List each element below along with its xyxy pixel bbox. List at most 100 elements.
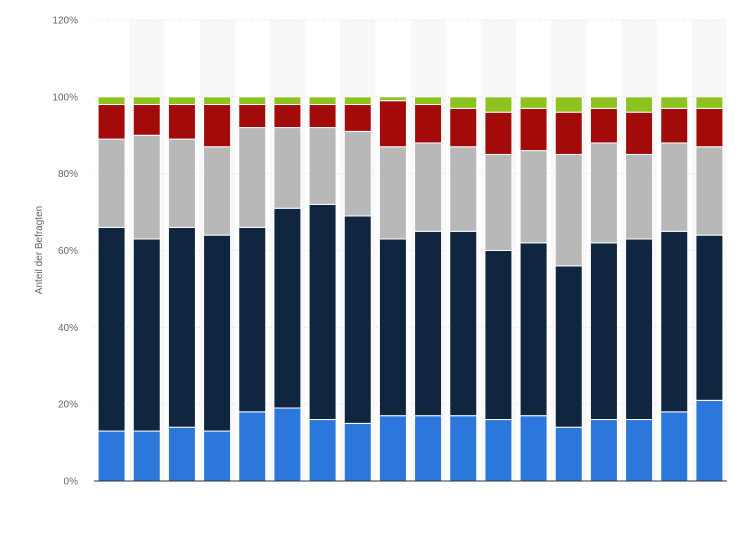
bar-segment — [414, 96, 443, 106]
bar-segment — [378, 238, 407, 417]
bar-segment — [484, 250, 513, 421]
bar-segment — [308, 419, 337, 482]
bar-segment — [625, 238, 654, 421]
bar-segment — [238, 104, 267, 129]
bar-segment — [484, 419, 513, 482]
bar-segment — [414, 104, 443, 144]
bar-segment — [484, 96, 513, 113]
bar-segment — [554, 153, 583, 267]
bar-segment — [343, 422, 372, 482]
bar-segment — [238, 96, 267, 106]
bar-segment — [378, 146, 407, 240]
bar-segment — [519, 96, 548, 109]
bar-segment — [449, 96, 478, 109]
bar-segment — [167, 104, 196, 140]
y-tick-label: 80% — [58, 169, 78, 180]
bar-segment — [343, 130, 372, 217]
bar-segment — [97, 138, 126, 228]
bar-segment — [132, 134, 161, 240]
bar-segment — [308, 203, 337, 421]
bar-segment — [554, 111, 583, 155]
bar-segment — [449, 230, 478, 417]
bar-segment — [343, 215, 372, 424]
bar-segment — [132, 96, 161, 106]
bar-segment — [414, 142, 443, 232]
bar-segment — [97, 104, 126, 140]
bar-segment — [625, 111, 654, 155]
bar-segment — [625, 419, 654, 482]
bar-segment — [167, 426, 196, 482]
bar-segment — [695, 107, 724, 148]
bar-segment — [203, 96, 232, 106]
bar-segment — [273, 96, 302, 106]
bar-segment — [414, 230, 443, 417]
bars — [97, 96, 724, 482]
bar-segment — [238, 127, 267, 228]
bar-segment — [589, 107, 618, 144]
bar-segment — [167, 226, 196, 428]
bar-segment — [273, 104, 302, 129]
y-tick-label: 40% — [58, 323, 78, 334]
bar-segment — [519, 107, 548, 152]
y-axis-tick-labels: 0% 20% 40% 60% 80% 100% 120% — [52, 16, 78, 488]
bar-segment — [554, 426, 583, 482]
bar-segment — [203, 104, 232, 148]
bar-segment — [378, 100, 407, 148]
bar-segment — [167, 96, 196, 106]
bar-segment — [695, 234, 724, 401]
bar-segment — [484, 111, 513, 155]
bar-segment — [132, 238, 161, 432]
bar-segment — [695, 399, 724, 482]
bar-segment — [238, 411, 267, 482]
grid-lines — [94, 19, 727, 405]
y-tick-label: 120% — [52, 16, 78, 27]
bar-segment — [378, 415, 407, 482]
bar-segment — [308, 96, 337, 106]
y-tick-label: 20% — [58, 400, 78, 411]
bar-segment — [625, 96, 654, 113]
bar-segment — [589, 142, 618, 244]
y-tick-label: 0% — [64, 477, 79, 488]
bar-segment — [449, 415, 478, 482]
bar-segment — [203, 430, 232, 482]
bar-segment — [449, 146, 478, 232]
bar-segment — [519, 242, 548, 417]
bar-segment — [589, 96, 618, 109]
bar-segment — [660, 96, 689, 109]
bar-segment — [167, 138, 196, 228]
bar-segment — [132, 430, 161, 482]
y-axis-title: Anteil der Befragten — [34, 206, 45, 294]
bar-segment — [519, 415, 548, 482]
bar-segment — [132, 104, 161, 136]
bar-segment — [449, 107, 478, 148]
bar-segment — [97, 226, 126, 432]
bar-segment — [308, 104, 337, 129]
bar-segment — [273, 207, 302, 409]
bar-segment — [97, 96, 126, 106]
y-tick-label: 60% — [58, 246, 78, 257]
bar-segment — [308, 127, 337, 205]
bar-segment — [273, 407, 302, 482]
bar-segment — [343, 96, 372, 106]
bar-segment — [238, 226, 267, 413]
bar-segment — [625, 153, 654, 240]
bar-segment — [378, 96, 407, 102]
bar-segment — [203, 234, 232, 432]
bar-segment — [519, 150, 548, 244]
y-tick-label: 100% — [52, 92, 78, 103]
bar-segment — [484, 153, 513, 251]
bar-segment — [695, 96, 724, 109]
bar-segment — [660, 230, 689, 413]
bar-segment — [660, 411, 689, 482]
bar-segment — [273, 127, 302, 209]
bar-segment — [554, 96, 583, 113]
bar-segment — [589, 242, 618, 421]
bar-segment — [660, 142, 689, 232]
bar-segment — [695, 146, 724, 236]
bar-segment — [343, 104, 372, 132]
bar-segment — [660, 107, 689, 144]
bar-segment — [589, 419, 618, 482]
bar-segment — [554, 265, 583, 428]
bar-segment — [203, 146, 232, 236]
